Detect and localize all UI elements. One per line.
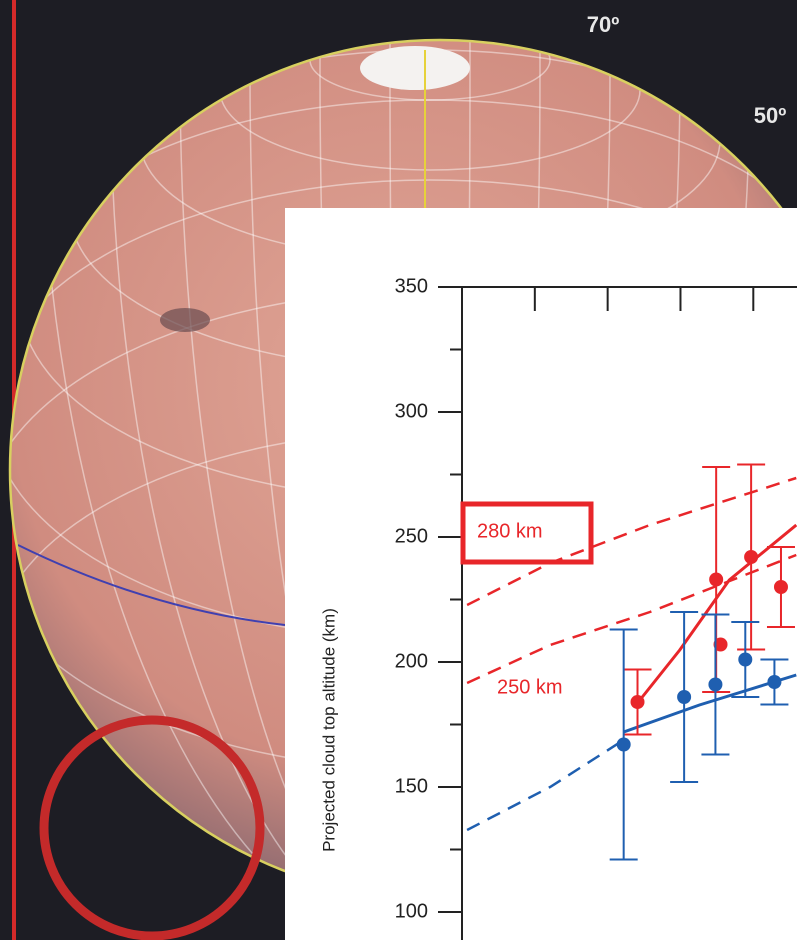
y-tick-label: 200 (395, 650, 428, 672)
y-tick-label: 350 (395, 275, 428, 297)
annotation: 250 km (497, 676, 563, 698)
data-point (708, 678, 722, 692)
y-tick-label: 250 (395, 525, 428, 547)
data-point (774, 580, 788, 594)
data-point (738, 653, 752, 667)
y-tick-label: 300 (395, 400, 428, 422)
y-tick-label: 150 (395, 775, 428, 797)
y-axis-label: Projected cloud top altitude (km) (319, 608, 338, 852)
data-point (631, 695, 645, 709)
polar-cap (360, 46, 470, 90)
latitude-label: 50º (754, 103, 787, 128)
y-tick-label: 100 (395, 900, 428, 922)
data-point (767, 675, 781, 689)
latitude-label: 70º (587, 12, 620, 37)
data-point (744, 550, 758, 564)
annotation: 280 km (477, 520, 543, 542)
data-point (709, 573, 723, 587)
dark-spot (160, 308, 210, 332)
chart: Projected cloud top altitude (km) 100 150… (285, 208, 797, 940)
data-point (617, 738, 631, 752)
screenshot: 70º 50º Projected cloud top altitude (km… (0, 0, 797, 940)
data-point (677, 690, 691, 704)
